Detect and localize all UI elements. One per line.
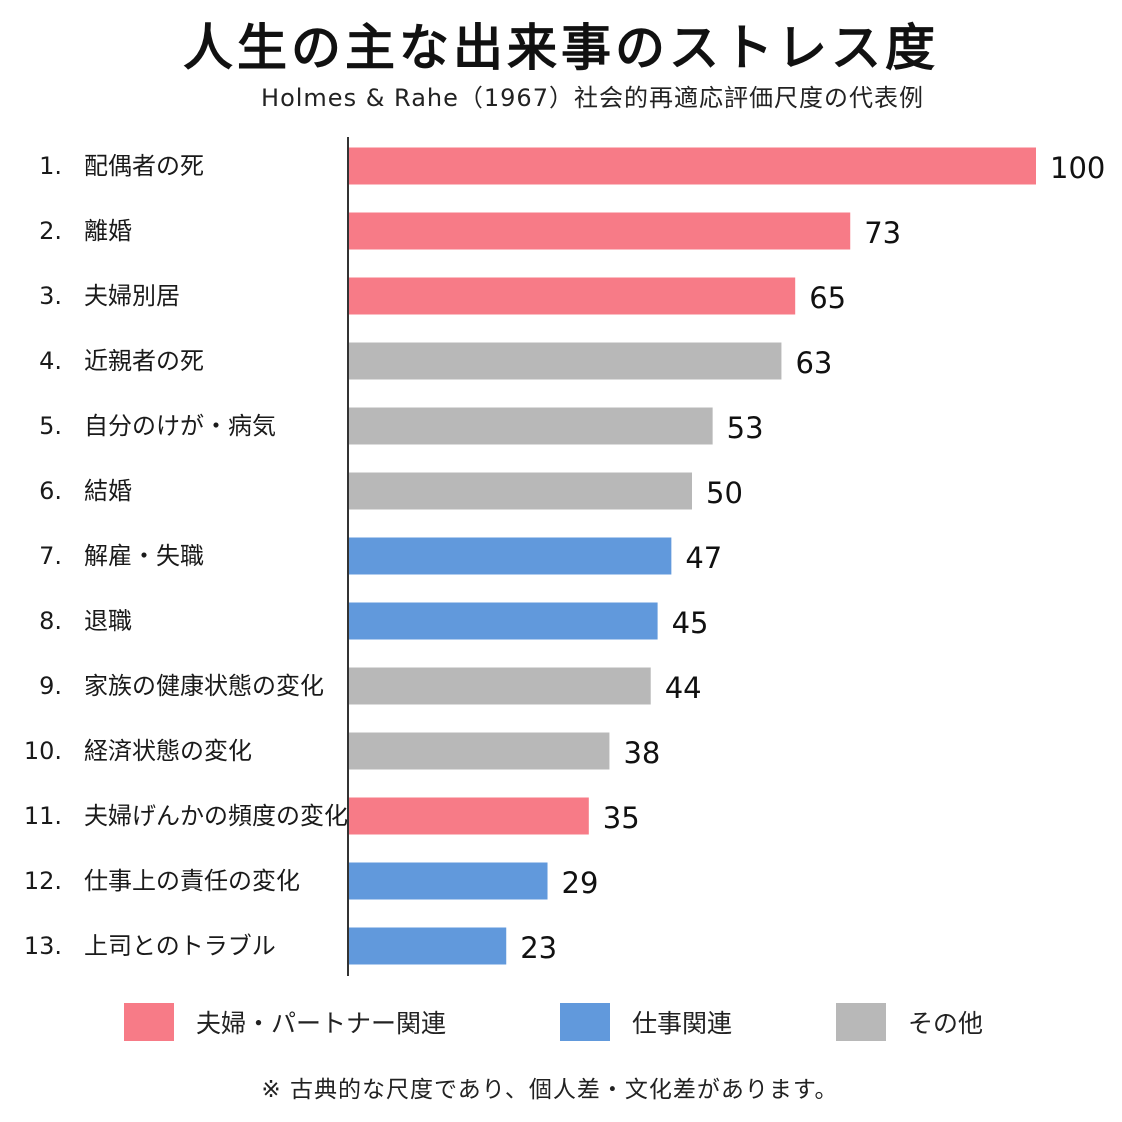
data-label: 47 <box>685 541 722 575</box>
bar <box>348 797 589 835</box>
category-rank: 2. <box>39 217 62 245</box>
bar <box>348 537 672 575</box>
legend-label-work: 仕事関連 <box>632 1009 733 1038</box>
category-rank: 7. <box>39 542 62 570</box>
category-rank: 5. <box>39 412 62 440</box>
legend-label-other: その他 <box>908 1009 984 1038</box>
data-label: 53 <box>727 411 764 445</box>
category-label: 配偶者の死 <box>84 152 204 180</box>
chart-title: 人生の主な出来事のストレス度 <box>183 19 939 77</box>
data-label: 38 <box>623 736 660 770</box>
category-label: 自分のけが・病気 <box>84 412 276 440</box>
data-label: 45 <box>672 606 709 640</box>
data-label: 50 <box>706 476 743 510</box>
bar <box>348 472 692 510</box>
category-rank: 11. <box>24 802 62 830</box>
legend-item-partner: 夫婦・パートナー関連 <box>124 1002 446 1042</box>
category-label: 家族の健康状態の変化 <box>84 672 324 700</box>
bar <box>348 602 658 640</box>
chart-subtitle: Holmes & Rahe（1967）社会的再適応評価尺度の代表例 <box>261 84 924 112</box>
bar <box>348 927 507 965</box>
footnote: ※ 古典的な尺度であり、個人差・文化差があります。 <box>261 1077 839 1103</box>
legend-label-partner: 夫婦・パートナー関連 <box>196 1009 447 1038</box>
category-rank: 6. <box>39 477 62 505</box>
category-label: 解雇・失職 <box>84 542 204 570</box>
legend-item-work: 仕事関連 <box>560 1002 732 1042</box>
bar <box>348 732 610 770</box>
bar-chart: 1. 配偶者の死 100 2. 離婚 73 3. 夫婦別居 65 4. 近親者の死 63 5. 自分のけが… <box>24 137 1105 976</box>
legend-item-other: その他 <box>836 1002 983 1042</box>
bar <box>348 147 1036 185</box>
category-rank: 8. <box>39 607 62 635</box>
data-label: 65 <box>809 281 846 315</box>
data-label: 73 <box>864 216 901 250</box>
legend-swatch-partner <box>124 1003 174 1041</box>
category-rank: 1. <box>39 152 62 180</box>
category-rank: 13. <box>24 932 62 960</box>
category-label: 上司とのトラブル <box>84 932 276 960</box>
category-label: 近親者の死 <box>84 347 204 375</box>
category-label: 退職 <box>84 607 132 635</box>
category-rank: 10. <box>24 737 62 765</box>
bar <box>348 862 548 900</box>
category-label: 離婚 <box>84 217 132 245</box>
data-label: 35 <box>603 801 640 835</box>
category-label: 夫婦別居 <box>84 282 180 310</box>
legend-swatch-work <box>560 1003 610 1041</box>
bar <box>348 342 782 380</box>
bar <box>348 667 651 705</box>
bar <box>348 212 851 250</box>
bar <box>348 277 796 315</box>
category-label: 仕事上の責任の変化 <box>84 867 300 895</box>
data-label: 100 <box>1050 151 1105 185</box>
bar <box>348 407 713 445</box>
data-label: 29 <box>562 866 599 900</box>
data-label: 63 <box>795 346 832 380</box>
data-label: 23 <box>520 931 557 965</box>
category-label: 夫婦げんかの頻度の変化 <box>84 802 348 830</box>
category-rank: 3. <box>39 282 62 310</box>
legend-swatch-other <box>836 1003 886 1041</box>
category-label: 経済状態の変化 <box>84 737 252 765</box>
category-label: 結婚 <box>84 477 132 505</box>
category-rank: 9. <box>39 672 62 700</box>
data-label: 44 <box>665 671 702 705</box>
category-rank: 4. <box>39 347 62 375</box>
category-rank: 12. <box>24 867 62 895</box>
